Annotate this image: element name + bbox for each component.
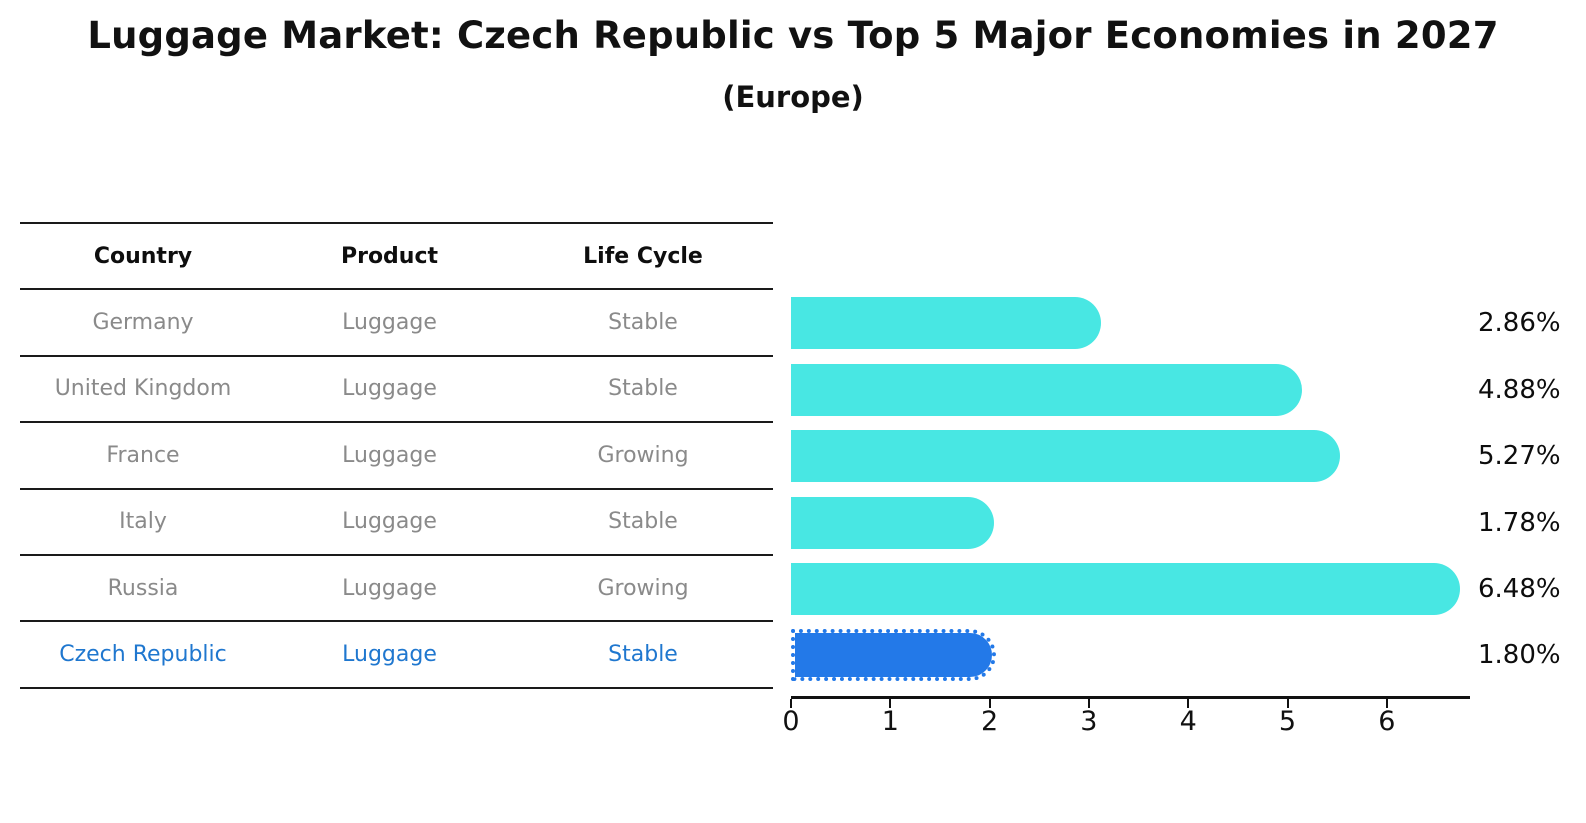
x-axis-line	[791, 696, 1470, 699]
value-label-germany: 2.86%	[1478, 308, 1561, 339]
chart-title: Luggage Market: Czech Republic vs Top 5 …	[87, 14, 1499, 57]
product-cell: Luggage	[342, 575, 437, 601]
table-row-united-kingdom: United Kingdom Luggage Stable	[20, 357, 773, 424]
value-label-italy: 1.78%	[1478, 507, 1561, 538]
x-tick-label: 5	[1278, 706, 1297, 737]
value-label-france: 5.27%	[1478, 441, 1561, 472]
country-cell: Germany	[92, 310, 194, 336]
table-header-row: Country Product Life Cycle	[20, 224, 773, 291]
x-tick-label: 4	[1179, 706, 1197, 737]
column-header-country: Country	[93, 243, 193, 269]
bar-united-kingdom	[791, 363, 1302, 416]
table-row-italy: Italy Luggage Stable	[20, 490, 773, 556]
x-tick	[1087, 699, 1090, 708]
x-tick-label: 0	[782, 706, 800, 737]
bar-france	[791, 430, 1341, 483]
bar-czech-republic	[791, 629, 996, 682]
x-tick-label: 1	[881, 706, 899, 737]
column-header-lifecycle: Life Cycle	[583, 243, 703, 269]
country-table: Country Product Life Cycle Germany Lugga…	[20, 222, 773, 689]
x-tick	[790, 699, 792, 708]
x-tick-label: 3	[1080, 706, 1098, 737]
country-cell: France	[106, 442, 180, 468]
product-cell: Luggage	[342, 376, 437, 402]
lifecycle-cell: Stable	[608, 310, 678, 336]
product-cell: Luggage	[342, 509, 437, 535]
table-row-germany: Germany Luggage Stable	[20, 290, 773, 357]
bar-russia	[791, 563, 1461, 615]
lifecycle-cell: Stable	[608, 376, 678, 402]
x-tick	[1385, 699, 1388, 708]
value-label-russia: 6.48%	[1478, 574, 1561, 604]
bar-italy	[791, 496, 994, 549]
chart-subtitle: (Europe)	[722, 80, 864, 114]
x-tick	[988, 699, 991, 708]
x-tick	[1187, 699, 1190, 708]
value-label-czech-republic: 1.80%	[1478, 640, 1561, 671]
country-cell: Russia	[107, 575, 179, 601]
lifecycle-cell: Stable	[608, 509, 678, 535]
x-tick	[1286, 699, 1289, 708]
lifecycle-cell: Stable	[608, 642, 678, 668]
product-cell: Luggage	[342, 310, 437, 336]
product-cell: Luggage	[342, 642, 437, 668]
table-row-czech-republic: Czech Republic Luggage Stable	[20, 622, 773, 689]
country-cell: Italy	[119, 509, 167, 535]
lifecycle-cell: Growing	[597, 575, 689, 601]
table-row-france: France Luggage Growing	[20, 423, 773, 490]
column-header-product: Product	[340, 243, 439, 269]
product-cell: Luggage	[342, 442, 437, 468]
table-row-russia: Russia Luggage Growing	[20, 556, 773, 623]
country-cell: Czech Republic	[59, 642, 227, 668]
lifecycle-cell: Growing	[597, 442, 689, 468]
bar-germany	[791, 297, 1101, 350]
value-label-united-kingdom: 4.88%	[1478, 374, 1561, 405]
x-tick-label: 6	[1378, 706, 1396, 737]
country-cell: United Kingdom	[54, 376, 232, 402]
x-tick	[889, 699, 892, 708]
x-tick-label: 2	[981, 706, 999, 737]
